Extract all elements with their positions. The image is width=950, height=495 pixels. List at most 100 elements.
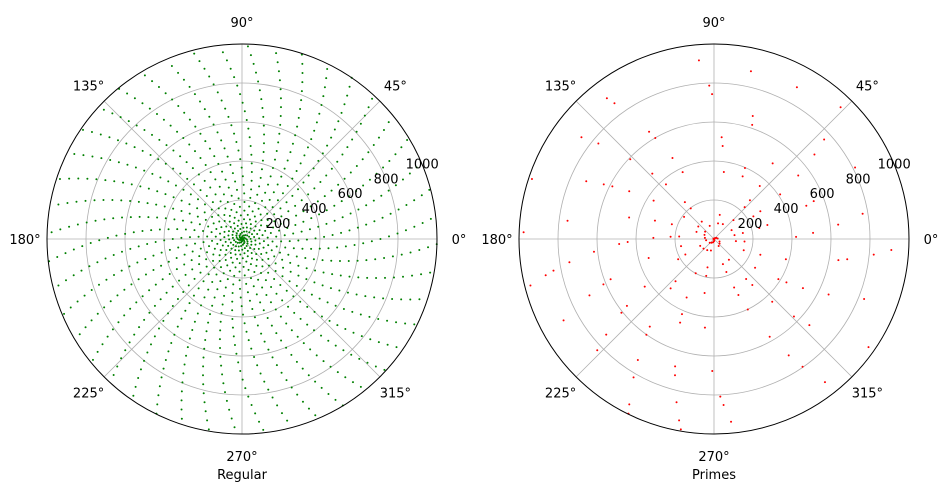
data-point: [284, 246, 287, 249]
data-point: [167, 350, 170, 353]
data-point: [742, 249, 745, 252]
data-point: [302, 220, 305, 223]
data-point: [154, 283, 157, 286]
data-point: [710, 241, 713, 244]
data-point: [302, 181, 305, 184]
data-point: [721, 223, 724, 226]
data-point: [387, 121, 390, 124]
data-point: [237, 361, 240, 364]
data-point: [149, 153, 152, 156]
x-axis-label: Regular: [217, 468, 268, 483]
data-point: [812, 231, 815, 234]
data-point: [223, 220, 226, 222]
data-point: [164, 358, 167, 361]
data-point: [191, 250, 194, 253]
data-point: [167, 260, 170, 263]
data-point: [238, 234, 241, 237]
data-point: [294, 204, 297, 207]
data-point: [854, 166, 857, 169]
data-point: [120, 199, 123, 202]
data-point: [221, 51, 224, 54]
data-point: [341, 216, 344, 219]
data-point: [679, 428, 682, 431]
data-point: [102, 108, 105, 111]
data-point: [717, 222, 720, 225]
data-point: [188, 203, 191, 206]
data-point: [281, 192, 284, 195]
data-point: [106, 236, 109, 239]
data-point: [705, 274, 708, 277]
data-point: [180, 408, 183, 411]
data-point: [105, 278, 108, 281]
data-point: [596, 349, 599, 352]
data-point: [246, 242, 249, 245]
data-point: [318, 112, 321, 115]
data-point: [566, 219, 569, 222]
data-point: [214, 193, 217, 196]
data-point: [96, 350, 99, 353]
data-point: [184, 228, 187, 231]
data-point: [160, 251, 163, 254]
data-point: [199, 156, 202, 159]
data-point: [232, 230, 235, 233]
data-point: [321, 259, 324, 262]
data-point: [255, 253, 258, 256]
data-point: [325, 174, 328, 177]
data-point: [258, 229, 261, 232]
data-point: [245, 222, 248, 225]
data-point: [366, 361, 369, 364]
data-point: [310, 293, 313, 296]
data-point: [260, 219, 263, 222]
data-point: [248, 299, 251, 302]
data-point: [751, 283, 754, 286]
data-point: [274, 262, 277, 265]
data-point: [249, 277, 252, 280]
data-point: [235, 232, 238, 235]
data-point: [703, 233, 706, 236]
data-point: [355, 164, 358, 167]
data-point: [213, 296, 216, 299]
data-point: [745, 277, 748, 280]
data-point: [223, 294, 226, 297]
data-point: [137, 278, 140, 281]
data-point: [318, 213, 321, 216]
data-point: [128, 341, 131, 344]
data-point: [240, 244, 243, 247]
data-point: [872, 253, 875, 256]
data-point: [259, 301, 262, 304]
data-point: [236, 257, 239, 260]
data-point: [186, 346, 189, 349]
data-point: [139, 368, 142, 371]
data-point: [188, 337, 191, 340]
data-point: [359, 122, 362, 125]
data-point: [123, 288, 126, 291]
data-point: [318, 247, 321, 250]
data-point: [709, 249, 712, 252]
data-point: [299, 162, 302, 165]
data-point: [279, 115, 282, 118]
data-point: [116, 139, 119, 142]
data-point: [95, 178, 98, 181]
data-point: [212, 253, 215, 256]
data-point: [239, 232, 242, 235]
data-point: [216, 288, 219, 291]
data-point: [98, 283, 100, 286]
data-point: [91, 155, 94, 158]
data-point: [254, 412, 257, 415]
data-point: [242, 183, 245, 186]
data-point: [334, 304, 337, 307]
data-point: [322, 271, 325, 274]
data-point: [235, 352, 238, 355]
data-point: [254, 220, 257, 223]
data-point: [418, 298, 421, 301]
data-point: [238, 262, 241, 265]
data-point: [395, 346, 398, 349]
data-point: [355, 293, 358, 296]
data-point: [278, 79, 281, 82]
data-point: [174, 184, 177, 187]
data-point: [253, 235, 256, 238]
data-point: [223, 230, 226, 233]
data-point: [184, 309, 187, 312]
data-point: [309, 348, 312, 351]
